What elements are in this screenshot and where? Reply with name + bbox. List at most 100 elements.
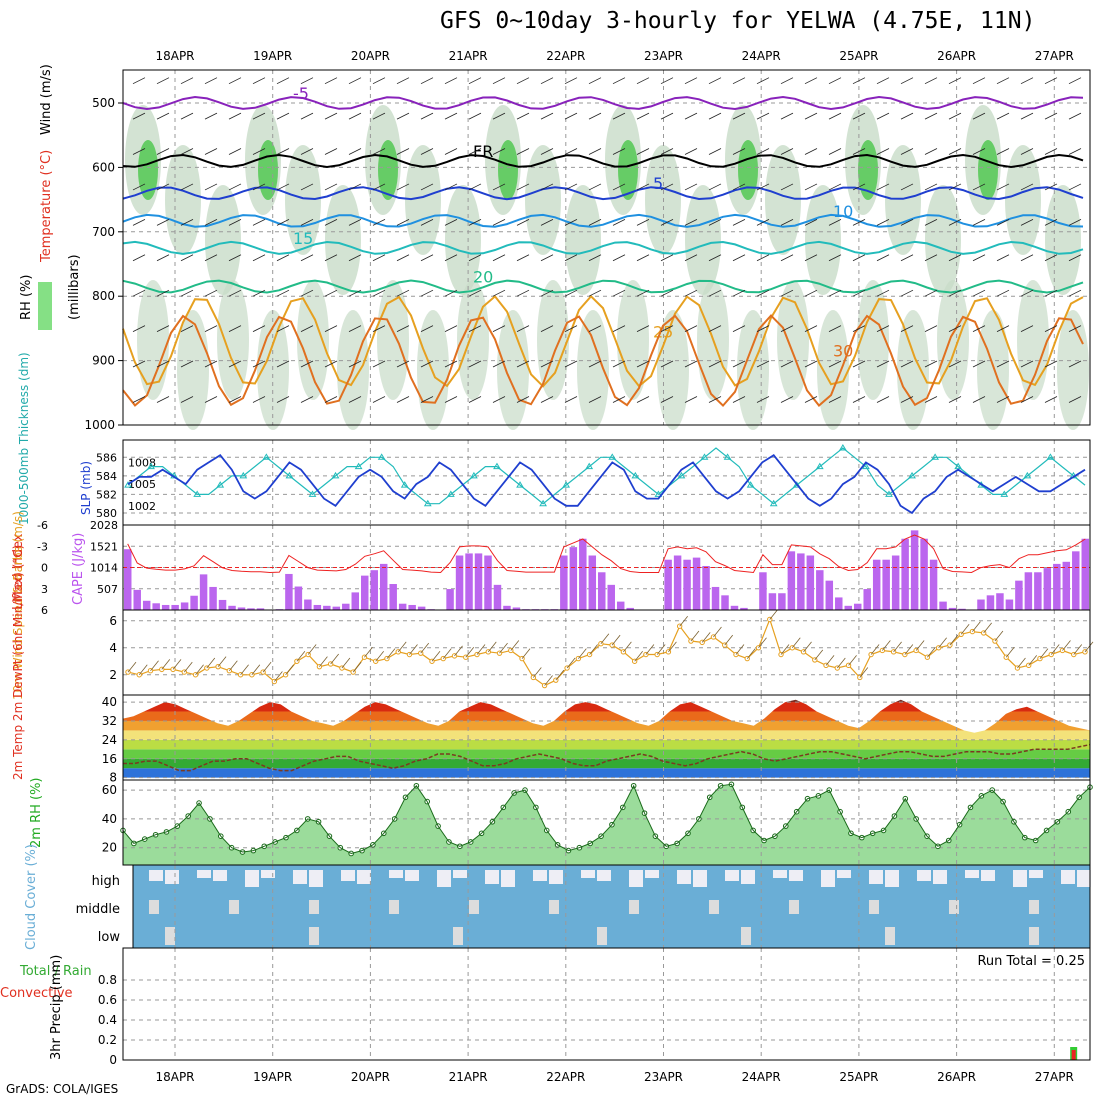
wind-tick-label: 6 xyxy=(109,614,117,628)
cape-bar xyxy=(664,559,672,610)
wind-barb xyxy=(156,254,170,262)
wind-barb xyxy=(1044,360,1058,368)
wind-barb xyxy=(180,289,194,297)
cloud-cell-high xyxy=(293,870,307,884)
rh-shading xyxy=(685,185,721,295)
thickness-point xyxy=(677,471,686,479)
wind-tick-label: 2 xyxy=(109,668,117,682)
wind-barb xyxy=(588,219,602,226)
wind-barb xyxy=(252,396,266,403)
cloud-cell-middle xyxy=(709,900,719,914)
wind-barb xyxy=(660,289,674,297)
cape-bar xyxy=(361,575,369,610)
wind-barb xyxy=(516,112,530,120)
cloud-cell-high xyxy=(821,870,835,887)
wind-barb xyxy=(924,289,938,297)
cape-bar xyxy=(199,574,208,610)
wind-barb xyxy=(1073,644,1083,655)
rh-shading xyxy=(498,140,518,200)
wind-barb xyxy=(679,615,688,627)
pressure-tick-label: 900 xyxy=(92,354,115,368)
wind-barb xyxy=(900,360,914,368)
wind-barb xyxy=(540,289,554,297)
wind-barb xyxy=(660,360,674,368)
wind-barb xyxy=(1020,254,1034,262)
wind-barb xyxy=(252,112,266,120)
wind-barb xyxy=(300,360,314,368)
cape-bar xyxy=(1081,538,1089,610)
pressure-tick-label: 700 xyxy=(92,225,115,239)
isotherm-0 xyxy=(122,95,1084,111)
wind-barb xyxy=(876,254,890,262)
wind-barb xyxy=(468,360,482,368)
cloud-cell-high xyxy=(917,870,931,881)
wind-barb xyxy=(540,112,554,120)
date-label-top: 21APR xyxy=(449,49,488,63)
wind-barb xyxy=(1020,77,1034,85)
cape-bar xyxy=(398,603,407,610)
wind-barb xyxy=(396,183,410,191)
wind-barb xyxy=(420,77,434,85)
wind-barb xyxy=(204,112,218,120)
wind-barb xyxy=(300,77,314,85)
wind-barb xyxy=(180,219,194,226)
wind-barb xyxy=(324,254,338,262)
wind-barb xyxy=(876,183,890,191)
cape-bar xyxy=(588,555,597,610)
cape-bar xyxy=(1005,599,1014,610)
rh-shading xyxy=(925,185,961,295)
cloud-cell-high xyxy=(741,870,755,884)
wind-barb xyxy=(228,360,242,368)
cape-bar xyxy=(133,589,141,610)
wind-barb xyxy=(252,289,266,297)
wind-barb xyxy=(276,254,290,262)
cape-bar xyxy=(379,563,388,610)
wind-barb xyxy=(1044,77,1058,85)
rh-shading xyxy=(217,280,249,400)
cloud-cell-high xyxy=(149,870,163,881)
li-tick-label: 3 xyxy=(41,583,48,596)
date-label-bottom: 27APR xyxy=(1035,1070,1074,1084)
wind-barb xyxy=(684,289,698,297)
wind-barb xyxy=(420,183,434,191)
cloud-cell-high xyxy=(357,870,371,884)
cloud-cell-high xyxy=(597,870,611,881)
cape-bar xyxy=(1072,551,1080,610)
rh-shading xyxy=(1045,185,1081,295)
rh-shading xyxy=(1005,145,1041,255)
wind-barb xyxy=(708,360,722,368)
cloud-cell-high xyxy=(645,870,659,878)
wind-barb xyxy=(724,634,734,646)
run-total-label: Run Total = 0.25 xyxy=(977,954,1085,969)
isotherm-label: 30 xyxy=(833,342,853,361)
wind-barb xyxy=(828,219,842,226)
wind-barb xyxy=(396,254,410,262)
wind-barb xyxy=(132,325,146,332)
wind-barb xyxy=(300,254,314,262)
wind-barb xyxy=(828,325,842,332)
thickness-point xyxy=(147,462,155,470)
cape-bar xyxy=(787,551,796,610)
wind-barb xyxy=(852,254,866,262)
cape-bar xyxy=(209,586,217,610)
wind-barb xyxy=(296,651,306,662)
wind-barb xyxy=(156,289,170,297)
wind-barb xyxy=(396,219,410,226)
wind-barb xyxy=(756,112,770,120)
thickness-point xyxy=(446,490,455,497)
cloud-cell-high xyxy=(485,870,499,884)
li-tick-label: 0 xyxy=(41,562,48,575)
cloud-cell-high xyxy=(405,870,419,881)
wind-barb xyxy=(636,219,650,226)
wind-barb xyxy=(183,661,193,673)
wind-barb xyxy=(927,646,936,658)
thickness-point xyxy=(723,453,732,460)
cape-bar xyxy=(503,605,511,610)
wind-barb xyxy=(732,289,746,297)
wind-barb xyxy=(972,325,986,332)
wind-barb xyxy=(732,183,746,191)
wind-barb xyxy=(300,148,314,155)
cloud-cell-low xyxy=(309,927,319,945)
wind-barb xyxy=(612,219,626,226)
wind-barb xyxy=(348,289,362,297)
